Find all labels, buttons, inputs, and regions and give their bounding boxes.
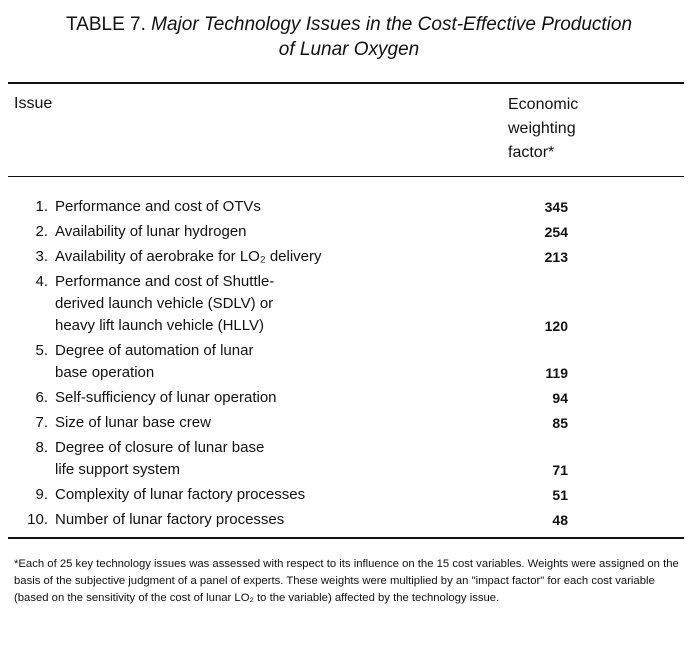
- row-issue-line: Self-sufficiency of lunar operation: [55, 389, 277, 406]
- row-number: 7.: [35, 414, 48, 431]
- row-issue: Size of lunar base crew: [55, 412, 495, 434]
- row-weight-value: 48: [552, 512, 568, 528]
- row-issue-line: Availability of aerobrake for LO₂ delive…: [55, 248, 322, 265]
- row-weight-value: 345: [544, 199, 568, 215]
- row-issue-line: Number of lunar factory processes: [55, 511, 285, 528]
- row-issue: Availability of lunar hydrogen: [55, 221, 495, 243]
- row-issue-line: Complexity of lunar factory processes: [55, 486, 306, 503]
- table-row: 8. Degree of closure of lunar base life su…: [0, 437, 700, 481]
- row-issue-line: base operation: [55, 364, 155, 381]
- table-row: 3. Availability of aerobrake for LO₂ deli…: [0, 246, 700, 268]
- weighting-header-line1: Economic: [508, 96, 579, 113]
- table-row: 2. Availability of lunar hydrogen 254: [0, 221, 700, 243]
- row-weight-value: 71: [552, 462, 568, 478]
- table-row: 4. Performance and cost of Shuttle-derive…: [0, 271, 700, 337]
- row-number: 3.: [35, 248, 48, 265]
- table-row: 5. Degree of automation of lunar base oper…: [0, 340, 700, 384]
- table-row: 9. Complexity of lunar factory processes 5…: [0, 484, 700, 506]
- row-weight-value: 120: [544, 318, 568, 334]
- table-body: 1. Performance and cost of OTVs 345 2. Avail…: [0, 196, 700, 534]
- table-title-line1: Major Technology Issues in the Cost-Effe…: [151, 14, 633, 35]
- row-issue-line: life support system: [55, 461, 181, 478]
- row-weight-value: 94: [552, 390, 568, 406]
- table-row: 10. Number of lunar factory processes 48: [0, 509, 700, 531]
- row-issue-line: Degree of closure of lunar base: [55, 439, 265, 456]
- row-weight-value: 119: [545, 365, 568, 381]
- row-number: 4.: [35, 273, 48, 290]
- row-issue-line: derived launch vehicle (SDLV) or: [55, 295, 274, 312]
- row-weight-value: 254: [544, 224, 568, 240]
- table-title: TABLE 7. Major Technology Issues in the …: [14, 12, 684, 62]
- row-issue-line: Size of lunar base crew: [55, 414, 211, 431]
- table-title-line2: of Lunar Oxygen: [278, 39, 420, 60]
- row-weight-value: 51: [552, 487, 568, 503]
- row-issue: Degree of automation of lunar base operat…: [55, 340, 495, 384]
- row-number: 2.: [35, 223, 48, 240]
- row-issue: Availability of aerobrake for LO₂ delive…: [55, 246, 495, 268]
- row-weight-value: 85: [552, 415, 568, 431]
- row-number: 10.: [27, 511, 48, 528]
- weighting-column-header: Economic weighting factor*: [508, 93, 618, 165]
- issue-column-header: Issue: [14, 95, 53, 112]
- row-issue: Self-sufficiency of lunar operation: [55, 387, 495, 409]
- row-number: 8.: [35, 439, 48, 456]
- bottom-rule: [8, 537, 684, 539]
- weighting-header-line2: weighting: [508, 120, 576, 137]
- top-rule: [8, 82, 684, 84]
- row-issue-line: Performance and cost of Shuttle-: [55, 273, 275, 290]
- row-issue: Performance and cost of OTVs: [55, 196, 495, 218]
- row-issue-line: heavy lift launch vehicle (HLLV): [55, 317, 264, 334]
- table-row: 1. Performance and cost of OTVs 345: [0, 196, 700, 218]
- row-issue-line: Performance and cost of OTVs: [55, 198, 261, 215]
- row-number: 6.: [35, 389, 48, 406]
- table-row: 7. Size of lunar base crew 85: [0, 412, 700, 434]
- row-issue: Performance and cost of Shuttle-derived …: [55, 271, 495, 337]
- row-issue: Number of lunar factory processes: [55, 509, 495, 531]
- header-rule: [8, 176, 684, 177]
- row-issue: Complexity of lunar factory processes: [55, 484, 495, 506]
- row-issue-line: Degree of automation of lunar: [55, 342, 254, 359]
- row-number: 5.: [35, 342, 48, 359]
- weighting-header-line3: factor*: [508, 144, 555, 161]
- row-number: 9.: [35, 486, 48, 503]
- row-issue: Degree of closure of lunar base life supp…: [55, 437, 495, 481]
- footnote: *Each of 25 key technology issues was as…: [14, 558, 679, 604]
- table-row: 6. Self-sufficiency of lunar operation 94: [0, 387, 700, 409]
- table-label: TABLE 7.: [65, 14, 146, 35]
- row-number: 1.: [35, 198, 48, 215]
- row-weight-value: 213: [544, 249, 568, 265]
- row-issue-line: Availability of lunar hydrogen: [55, 223, 247, 240]
